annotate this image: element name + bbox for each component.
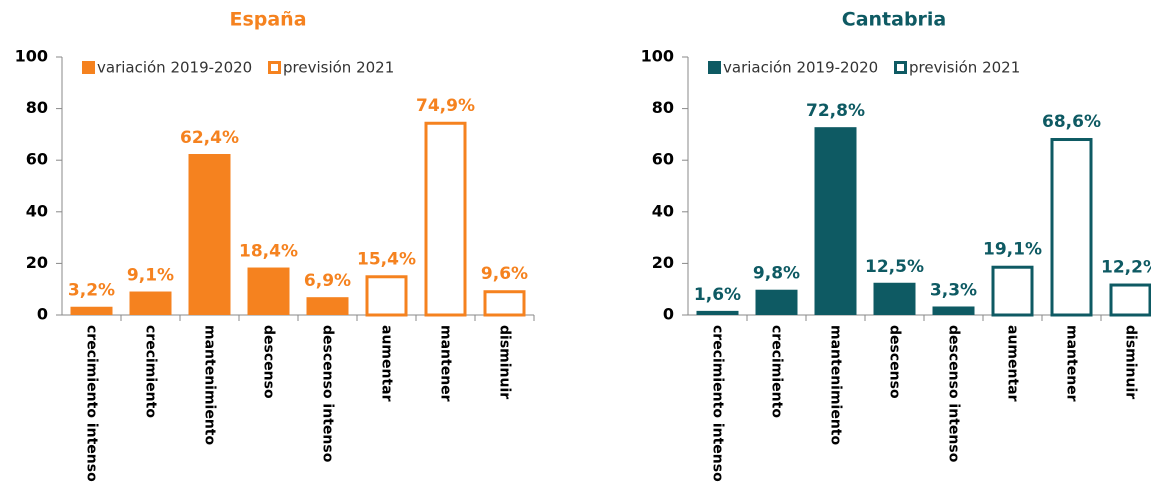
x-tick-label: descenso intenso (946, 325, 962, 463)
data-label: 18,4% (239, 242, 298, 262)
bar (755, 289, 798, 315)
legend-label: previsión 2021 (283, 59, 394, 77)
x-tick-label: mantenimiento (828, 325, 844, 445)
bar (188, 154, 231, 315)
bar (873, 282, 916, 315)
bar (932, 306, 975, 315)
data-label: 12,5% (865, 257, 924, 277)
x-tick-label: crecimiento intenso (710, 325, 726, 482)
x-tick-label: disminuir (1123, 325, 1139, 399)
data-label: 12,2% (1101, 258, 1151, 278)
chart-title: España (229, 9, 306, 31)
x-tick-label: aumentar (1005, 325, 1021, 402)
data-label: 15,4% (357, 249, 416, 269)
y-tick-label: 20 (652, 253, 674, 272)
bar (70, 306, 113, 315)
bar (483, 290, 526, 317)
y-tick-label: 0 (37, 305, 48, 324)
y-tick-label: 40 (652, 201, 674, 220)
data-label: 3,3% (930, 280, 977, 300)
y-tick-label: 60 (26, 150, 48, 169)
data-label: 1,6% (694, 285, 741, 305)
bar (247, 267, 290, 315)
y-tick-label: 20 (26, 253, 48, 272)
x-tick-label: mantener (1064, 325, 1080, 402)
legend-label: variación 2019-2020 (723, 59, 878, 77)
bar (306, 297, 349, 315)
legend-swatch (708, 61, 721, 74)
data-label: 62,4% (180, 128, 239, 148)
data-label: 19,1% (983, 240, 1042, 260)
y-tick-label: 0 (663, 305, 674, 324)
bar (365, 275, 408, 317)
legend-label: variación 2019-2020 (97, 59, 252, 77)
x-tick-label: crecimiento (769, 325, 785, 418)
x-tick-label: descenso (887, 325, 903, 399)
x-tick-label: crecimiento (143, 325, 159, 418)
bar (1109, 283, 1151, 317)
y-tick-label: 80 (652, 98, 674, 117)
y-tick-label: 60 (652, 150, 674, 169)
legend-label: previsión 2021 (909, 59, 1020, 77)
x-tick-label: aumentar (379, 325, 395, 402)
y-tick-label: 40 (26, 201, 48, 220)
bar (991, 265, 1034, 317)
x-tick-label: mantenimiento (202, 325, 218, 445)
data-label: 74,9% (416, 96, 475, 116)
y-tick-label: 100 (641, 47, 674, 66)
legend-swatch (894, 61, 907, 74)
x-tick-label: mantener (438, 325, 454, 402)
data-label: 9,6% (481, 264, 528, 284)
bar (696, 310, 739, 315)
data-label: 9,1% (127, 266, 174, 286)
chart-title: Cantabria (842, 9, 947, 31)
bar (1050, 138, 1093, 317)
bar (129, 291, 172, 315)
data-label: 3,2% (68, 281, 115, 301)
x-tick-label: descenso intenso (320, 325, 336, 463)
data-label: 6,9% (304, 271, 351, 291)
legend-swatch (268, 61, 281, 74)
x-tick-label: descenso (261, 325, 277, 399)
data-label: 68,6% (1042, 112, 1101, 132)
data-label: 9,8% (753, 264, 800, 284)
x-tick-label: crecimiento intenso (84, 325, 100, 482)
bar (814, 127, 857, 316)
x-tick-label: disminuir (497, 325, 513, 399)
y-tick-label: 80 (26, 98, 48, 117)
legend-swatch (82, 61, 95, 74)
bar (424, 121, 467, 317)
data-label: 72,8% (806, 101, 865, 121)
y-tick-label: 100 (15, 47, 48, 66)
